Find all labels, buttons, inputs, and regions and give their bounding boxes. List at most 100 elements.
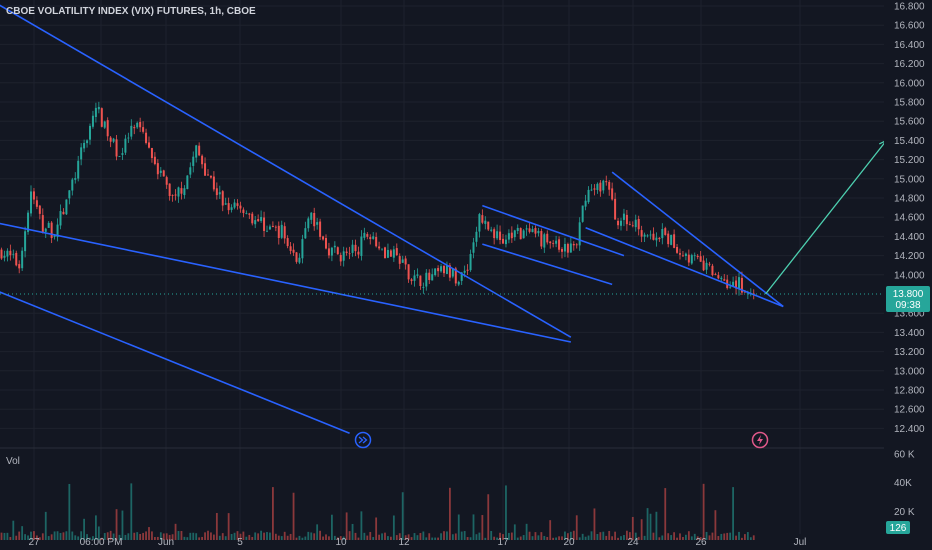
volume-bar bbox=[348, 531, 351, 540]
volume-bar bbox=[44, 511, 47, 540]
candle bbox=[478, 212, 481, 238]
time-tick-label: 27 bbox=[28, 537, 40, 548]
volume-bar bbox=[74, 535, 77, 540]
projection-arrow[interactable] bbox=[765, 139, 888, 295]
price-pane[interactable] bbox=[0, 1, 888, 434]
trendline-lowest-parallel[interactable] bbox=[0, 289, 350, 434]
volume-bar bbox=[605, 535, 608, 540]
trendline-mid-flag-upper[interactable] bbox=[482, 204, 625, 257]
candle bbox=[640, 225, 643, 243]
candle bbox=[174, 189, 177, 201]
volume-bar bbox=[404, 535, 407, 540]
volume-bar bbox=[115, 509, 118, 540]
volume-pane[interactable]: Vol bbox=[0, 447, 884, 540]
candle bbox=[115, 134, 118, 161]
grid bbox=[0, 0, 884, 534]
trendline-wedge-upper[interactable] bbox=[611, 171, 784, 308]
candle bbox=[263, 211, 266, 238]
candle bbox=[32, 188, 35, 205]
volume-bar bbox=[62, 532, 65, 540]
price-tick-label: 15.800 bbox=[894, 98, 925, 109]
trendline-lower-outer-channel[interactable] bbox=[0, 222, 572, 343]
candle bbox=[12, 249, 15, 259]
candle bbox=[516, 224, 519, 235]
candle bbox=[469, 249, 472, 272]
volume-bar bbox=[266, 532, 268, 540]
candle bbox=[451, 268, 454, 279]
volume-bar bbox=[372, 537, 375, 540]
volume-bar bbox=[525, 523, 528, 540]
candle bbox=[41, 208, 44, 234]
volume-bar bbox=[466, 537, 469, 540]
candle bbox=[171, 194, 174, 202]
volume-bar bbox=[685, 534, 687, 540]
price-tick-label: 13.200 bbox=[894, 347, 925, 358]
candle bbox=[9, 244, 12, 261]
volume-bar bbox=[428, 533, 431, 540]
candle bbox=[301, 234, 304, 264]
candle bbox=[304, 221, 307, 239]
volume-bar bbox=[463, 531, 466, 540]
volume-bar bbox=[649, 513, 652, 540]
time-tick-label: 26 bbox=[695, 537, 707, 548]
volume-bar bbox=[277, 535, 280, 540]
volume-bar bbox=[398, 533, 401, 540]
candle bbox=[91, 110, 94, 129]
candle bbox=[357, 246, 360, 259]
candle bbox=[330, 246, 333, 262]
candle bbox=[257, 214, 260, 222]
candle bbox=[204, 157, 207, 176]
volume-bar bbox=[183, 536, 186, 540]
volume-bar bbox=[581, 533, 584, 540]
lightning-circle-icon[interactable] bbox=[751, 431, 769, 449]
candle bbox=[348, 246, 351, 260]
candle bbox=[608, 179, 611, 196]
volume-bar bbox=[407, 534, 410, 540]
volume-bar bbox=[667, 533, 670, 540]
fast-forward-circle-icon[interactable] bbox=[354, 431, 372, 449]
trendline-upper-outer-channel[interactable] bbox=[0, 1, 572, 338]
candle bbox=[581, 205, 584, 223]
candle bbox=[389, 249, 392, 257]
volume-bar bbox=[620, 536, 622, 540]
volume-bar bbox=[549, 520, 552, 540]
volume-bar bbox=[487, 494, 490, 540]
volume-bar bbox=[41, 533, 44, 540]
time-tick-label: 17 bbox=[497, 537, 509, 548]
volume-bar bbox=[443, 531, 445, 540]
trendline-wedge-lower[interactable] bbox=[585, 227, 784, 308]
volume-bar bbox=[363, 532, 366, 540]
price-axis[interactable]: 16.800 16.600 16.400 16.200 16.000 15.800 15.6… bbox=[884, 0, 932, 550]
candle bbox=[124, 134, 127, 155]
time-tick-label: 12 bbox=[398, 537, 410, 548]
candle bbox=[384, 246, 386, 259]
volume-bar bbox=[723, 533, 726, 540]
volume-bar bbox=[80, 531, 83, 540]
candle bbox=[673, 229, 676, 249]
trendlines[interactable] bbox=[0, 1, 888, 434]
volume-bar bbox=[257, 533, 260, 540]
candle bbox=[593, 184, 596, 196]
volume-bar bbox=[537, 535, 540, 540]
candle bbox=[611, 182, 614, 201]
candle bbox=[351, 239, 354, 257]
volume-bar bbox=[602, 531, 605, 540]
volume-bar bbox=[33, 531, 35, 540]
volume-bar bbox=[682, 537, 684, 540]
volume-bar bbox=[587, 535, 590, 540]
candle bbox=[372, 232, 375, 240]
candle bbox=[720, 276, 723, 282]
time-axis[interactable]: 27 06:00 PM Jun 5 10 12 17 20 24 26 Jul bbox=[28, 537, 806, 548]
candle bbox=[519, 227, 522, 240]
trendline-mid-flag-lower[interactable] bbox=[482, 243, 613, 286]
volume-bar bbox=[77, 536, 80, 540]
candle bbox=[416, 268, 419, 279]
volume-bar bbox=[224, 536, 227, 540]
candle bbox=[148, 136, 150, 149]
candle bbox=[165, 175, 168, 189]
volume-bar bbox=[543, 535, 546, 540]
price-tick-label: 16.000 bbox=[894, 78, 925, 89]
volume-bar bbox=[92, 536, 94, 540]
volume-bar bbox=[95, 515, 97, 540]
volume-bar bbox=[578, 537, 581, 540]
